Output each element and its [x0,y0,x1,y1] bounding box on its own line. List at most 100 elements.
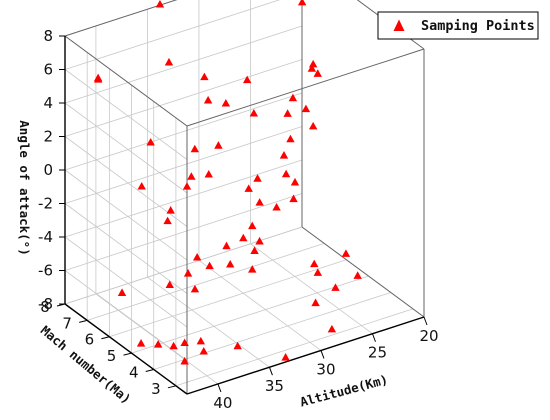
y-axis-line [64,303,188,395]
legend: Samping Points [377,11,539,40]
data-point [221,98,231,107]
data-point [163,216,172,225]
data-point [301,104,311,113]
gridline [109,259,347,338]
data-point [153,340,163,348]
z-tick-label: -2 [38,195,53,213]
y-tick [167,385,177,389]
box-edge [186,48,425,127]
data-point [288,93,298,102]
box-edge [301,226,425,318]
y-tick-label: 3 [151,380,161,398]
gridline [64,102,188,194]
z-tick-label: 8 [43,27,53,45]
y-tick-label: 8 [40,298,50,316]
gridline [64,159,303,238]
data-point [155,0,165,8]
z-tick-label: -4 [38,228,53,246]
gridline [64,226,303,305]
gridline [64,270,188,361]
data-point [289,194,298,203]
gridline [95,293,219,385]
data-point [308,121,318,130]
y-tick-label: 4 [129,363,139,381]
data-point [183,269,193,277]
data-point [253,174,262,182]
data-point [341,249,351,257]
data-point [190,144,200,153]
y-tick [145,368,154,372]
gridline [64,69,188,160]
data-point [279,151,289,159]
y-tick [123,352,132,356]
x-axis-line [186,316,425,395]
data-point [244,184,253,192]
data-point [93,73,103,82]
data-point [248,265,257,273]
data-point [164,57,174,66]
z-tick-label: 4 [43,94,53,112]
gridline [64,169,188,261]
gridline [64,236,188,328]
data-point [331,283,340,291]
x-tick-label: 25 [368,344,387,362]
x-tick [423,316,428,326]
data-point [313,69,322,77]
data-point [200,72,209,81]
x-tick [217,383,222,393]
z-tick-label: 0 [43,161,53,179]
z-tick-label: 6 [43,61,53,79]
y-tick-label: 5 [107,347,117,365]
axis-layer [56,35,428,395]
data-point [196,336,206,345]
data-point [281,353,290,361]
data-point [165,280,174,289]
x-axis-title: Altitude(Km) [298,372,389,410]
gridline [198,260,322,351]
x-tick-label: 20 [419,327,438,345]
data-points [93,0,362,365]
data-point [283,109,292,117]
data-point [203,95,213,104]
data-point [308,59,318,68]
gridline [250,243,373,335]
gridline [153,292,391,370]
x-tick [268,367,273,376]
data-point [226,259,235,268]
y-tick [79,319,88,323]
gridline [64,92,303,171]
gridline [175,308,414,387]
data-point [214,141,223,149]
z-tick-label: 2 [43,128,53,146]
data-point [233,341,242,350]
x-tick [372,333,376,342]
box-edge [64,35,188,127]
data-point [307,64,317,72]
legend-box [377,11,539,40]
box-edge [64,0,178,37]
data-point [311,298,320,307]
legend-label: Samping Points [421,18,535,34]
data-point [250,246,259,254]
data-point [310,259,319,268]
data-point [222,241,231,250]
data-point [290,177,300,186]
z-axis-title: Angle of attack(°) [17,120,32,255]
x-tick-label: 30 [316,360,335,378]
z-tick-label: -6 [38,262,53,280]
data-point [255,198,264,206]
data-point [272,203,281,211]
gridline [64,59,303,137]
legend-marker [393,19,405,31]
data-point [286,134,295,143]
gridline [87,242,325,321]
data-point [180,338,189,347]
data-point [205,261,214,270]
gridline [64,203,188,294]
data-point [249,108,259,117]
data-point [248,221,257,230]
data-point [169,341,178,350]
data-point [297,0,307,6]
data-point [199,346,208,355]
